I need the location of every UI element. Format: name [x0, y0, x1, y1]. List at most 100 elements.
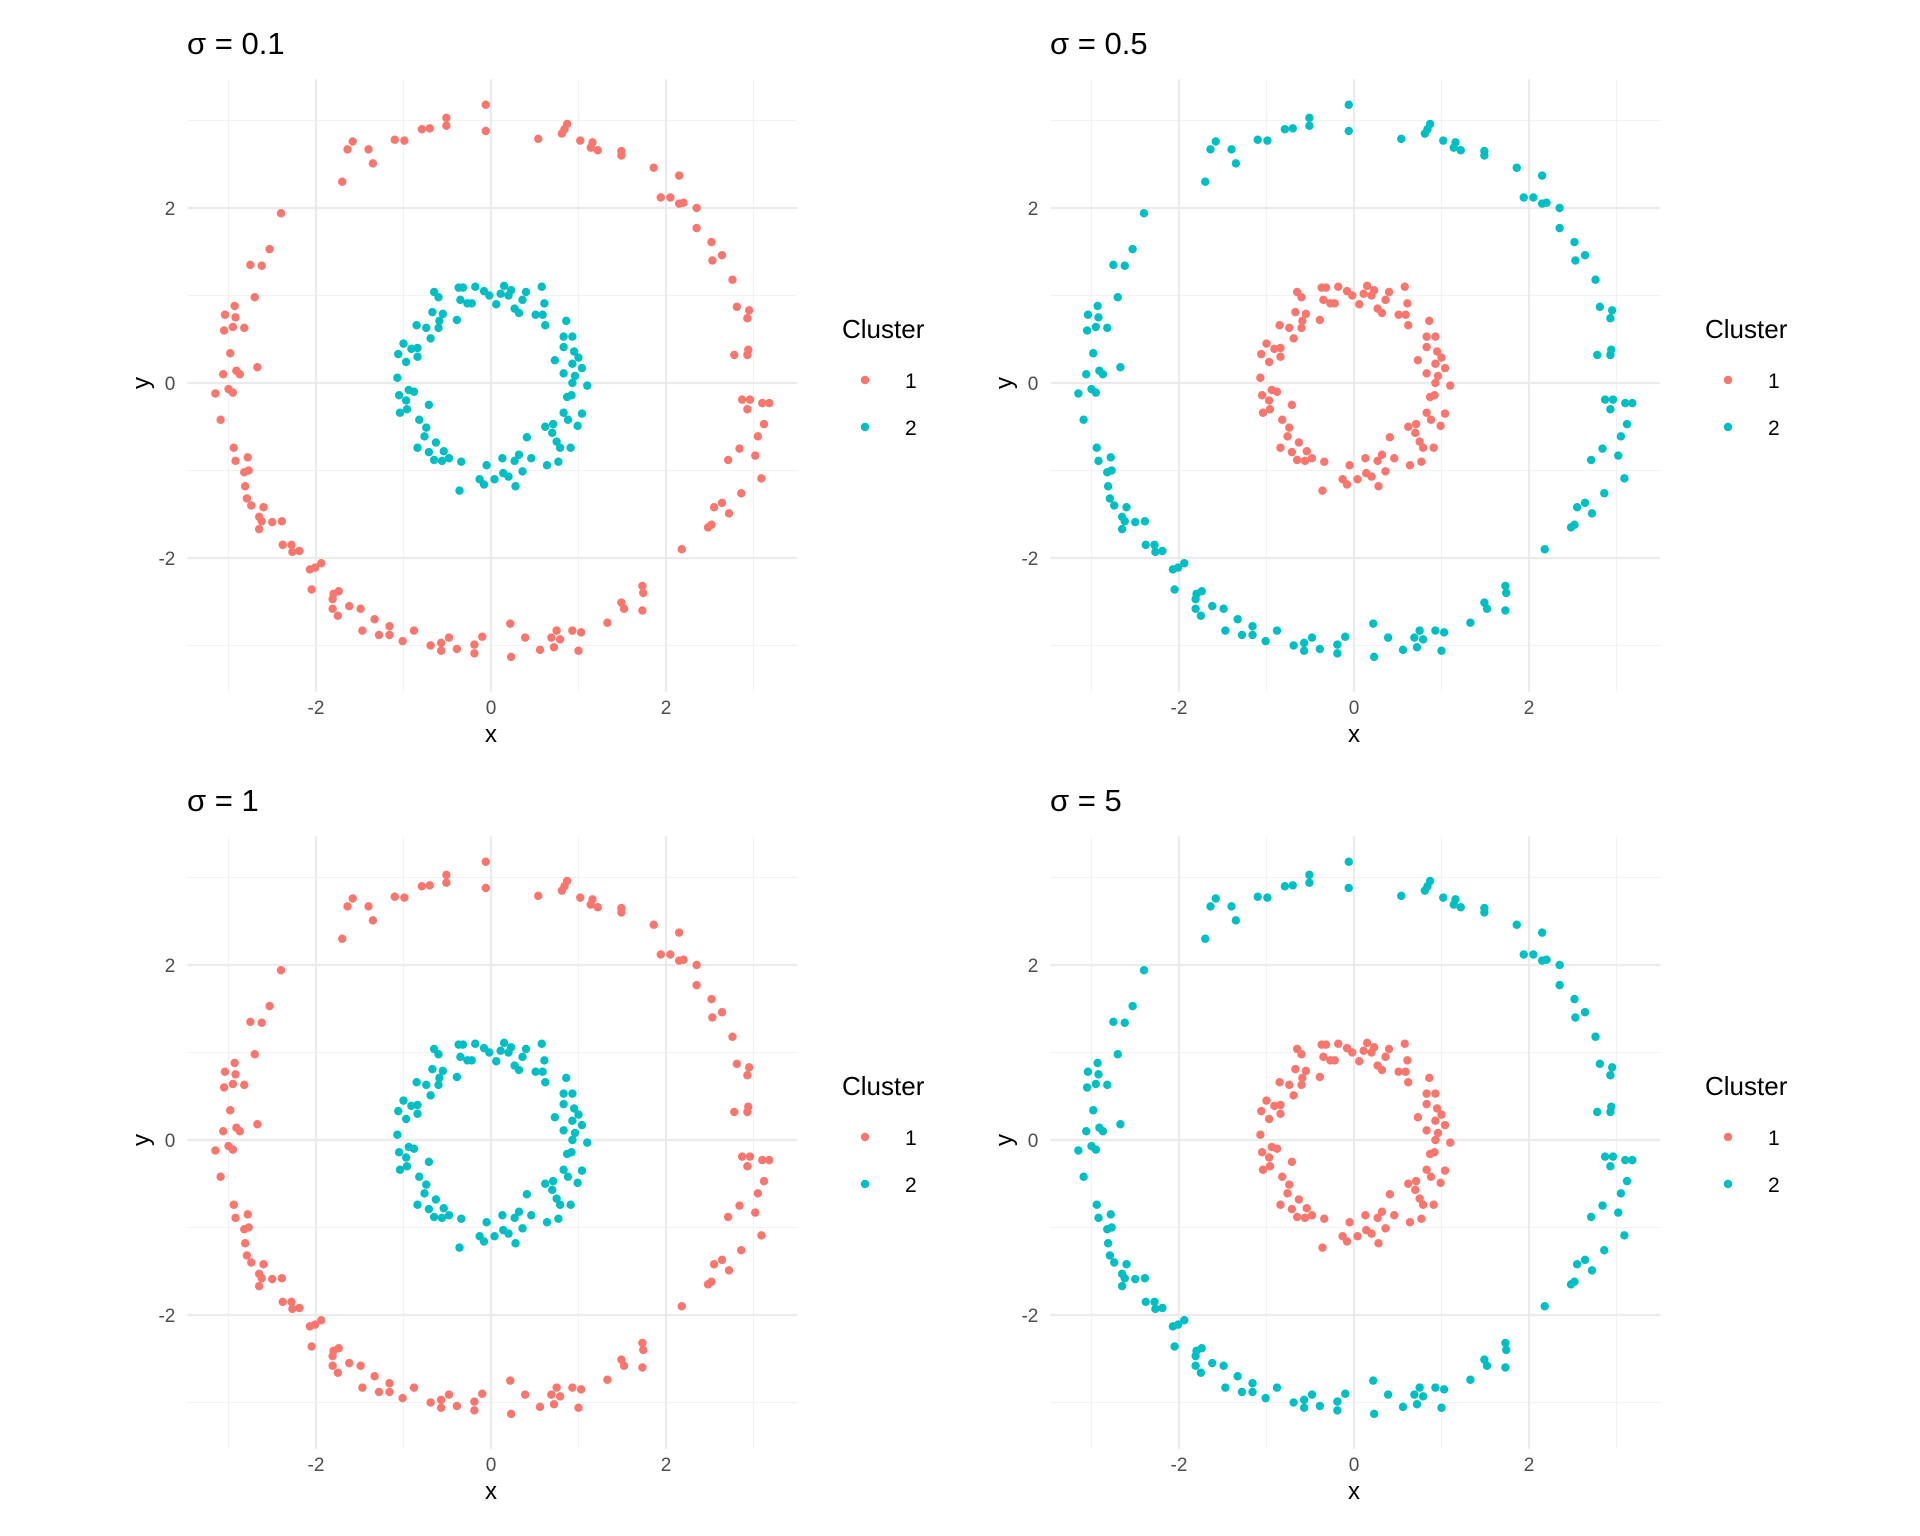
data-point	[1614, 1208, 1623, 1217]
data-point	[737, 1246, 746, 1255]
data-point	[548, 1185, 557, 1195]
data-point	[570, 371, 580, 381]
data-point	[510, 1213, 519, 1223]
data-point	[1422, 369, 1431, 378]
data-point	[492, 1057, 501, 1066]
data-point	[1422, 1099, 1431, 1109]
data-point	[1315, 1072, 1325, 1082]
data-point	[1344, 857, 1353, 866]
x-tick-label: 2	[661, 698, 672, 719]
data-point	[257, 1018, 266, 1027]
data-point	[518, 295, 527, 305]
data-point	[707, 994, 716, 1004]
data-point	[1276, 1200, 1285, 1209]
data-point	[1333, 1406, 1342, 1415]
data-point	[1537, 928, 1547, 937]
data-point	[399, 339, 408, 348]
legend: Cluster 1 2	[842, 1071, 925, 1197]
data-point	[1449, 900, 1458, 909]
data-point	[1433, 1128, 1443, 1138]
data-point	[1353, 1232, 1362, 1241]
data-point	[422, 1180, 431, 1189]
data-point	[436, 646, 446, 655]
data-point	[434, 293, 443, 302]
data-point	[435, 316, 444, 326]
data-point	[390, 892, 399, 901]
data-point	[568, 378, 577, 388]
data-point	[231, 1213, 240, 1223]
data-point	[568, 359, 577, 368]
data-point	[243, 1210, 252, 1219]
data-point	[219, 326, 229, 335]
data-point	[1110, 1258, 1119, 1267]
data-point	[1410, 1390, 1419, 1399]
data-point	[479, 480, 489, 489]
data-point	[737, 1152, 747, 1161]
data-point	[412, 321, 421, 330]
data-point	[1606, 405, 1615, 414]
data-point	[1289, 334, 1298, 343]
data-point	[1607, 345, 1616, 354]
data-point	[398, 636, 407, 646]
data-point	[586, 143, 595, 152]
data-point	[1621, 1155, 1630, 1165]
data-point	[1404, 1078, 1413, 1087]
data-point	[1440, 409, 1450, 418]
data-point	[1180, 559, 1189, 568]
data-point	[1381, 1224, 1390, 1233]
data-point	[1410, 633, 1419, 642]
data-point	[1206, 902, 1215, 911]
data-point	[1257, 1106, 1266, 1116]
data-point	[1580, 1008, 1590, 1017]
data-point	[1321, 1040, 1331, 1049]
data-point	[1439, 136, 1448, 145]
data-point	[1429, 1200, 1438, 1209]
data-point	[1422, 1165, 1431, 1174]
data-point	[1292, 1212, 1302, 1222]
data-point	[287, 540, 296, 550]
data-point	[385, 622, 394, 631]
data-point	[735, 1201, 744, 1210]
data-point	[437, 1213, 447, 1223]
data-point	[757, 474, 766, 483]
data-point	[1280, 125, 1290, 134]
data-point	[1537, 171, 1547, 180]
data-point	[1206, 145, 1215, 154]
x-tick-label: -2	[308, 698, 325, 719]
data-point	[364, 902, 373, 911]
data-point	[295, 546, 304, 556]
data-point	[1394, 1067, 1403, 1076]
data-point	[1257, 391, 1267, 400]
data-point	[404, 1142, 413, 1152]
data-point	[1620, 474, 1629, 483]
data-point	[1263, 136, 1272, 145]
data-point	[577, 409, 587, 418]
data-point	[522, 1190, 532, 1199]
data-point	[1173, 1320, 1183, 1329]
data-point	[1405, 1218, 1415, 1227]
data-point	[1377, 1065, 1387, 1075]
data-point	[674, 928, 684, 937]
data-point	[467, 299, 476, 308]
data-point	[444, 454, 454, 463]
data-point	[552, 1383, 561, 1392]
data-point	[424, 447, 434, 457]
data-point	[1253, 135, 1262, 144]
data-point	[1415, 626, 1424, 635]
data-point	[1373, 456, 1382, 466]
data-point	[744, 345, 753, 354]
data-point	[709, 1260, 719, 1269]
data-point	[677, 1302, 686, 1311]
data-point	[743, 314, 752, 323]
data-point	[735, 444, 744, 453]
data-point	[1482, 604, 1492, 613]
data-point	[1305, 870, 1314, 880]
y-axis-title: y	[128, 377, 155, 389]
data-point	[1593, 1107, 1602, 1117]
data-point	[1587, 509, 1597, 518]
data-point	[1276, 352, 1285, 361]
data-point	[758, 1155, 767, 1165]
data-point	[485, 1048, 494, 1057]
data-point	[1628, 398, 1637, 408]
data-point	[1261, 636, 1270, 646]
